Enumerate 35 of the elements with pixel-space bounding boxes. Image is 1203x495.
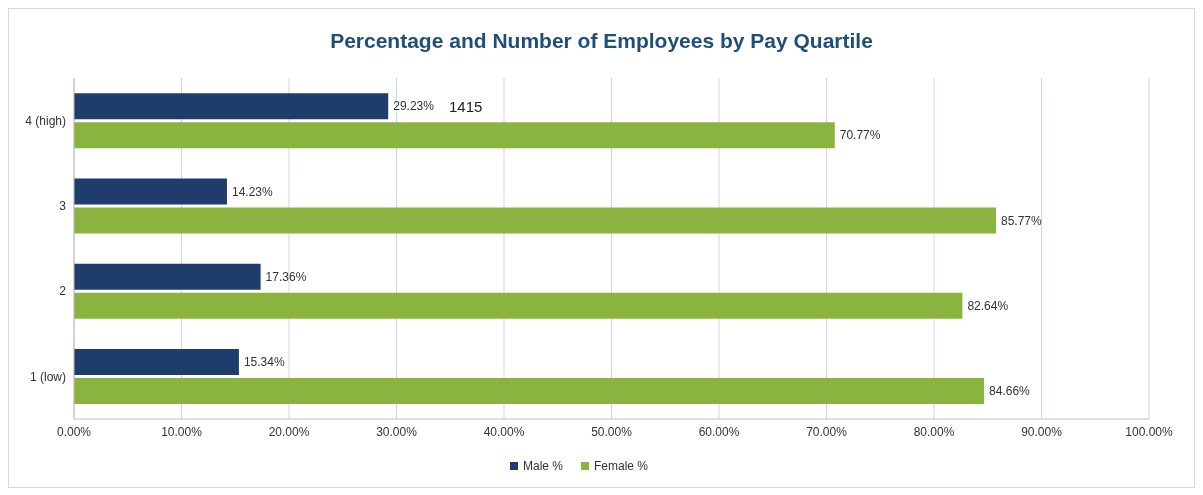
x-tick-label: 90.00% <box>1021 424 1063 439</box>
x-tick-label: 20.00% <box>268 424 310 439</box>
y-tick-label: 3 <box>59 199 67 214</box>
bar <box>74 292 963 319</box>
x-tick-label: 10.00% <box>161 424 203 439</box>
y-tick-label: 2 <box>59 284 67 299</box>
x-tick-label: 30.00% <box>376 424 418 439</box>
y-tick-label: 4 (high) <box>25 113 66 128</box>
bar <box>74 178 227 205</box>
bar <box>74 349 239 376</box>
legend-label: Male % <box>521 459 563 473</box>
x-tick-label: 60.00% <box>698 424 740 439</box>
data-label: 14.23% <box>231 184 273 199</box>
data-label: 84.66% <box>989 384 1031 399</box>
x-tick-label: 0.00% <box>56 424 92 439</box>
x-tick-label: 80.00% <box>913 424 955 439</box>
data-label: 29.23% <box>393 99 435 114</box>
data-label: 85.77% <box>1001 213 1043 228</box>
bar <box>74 122 835 149</box>
data-label: 70.77% <box>839 128 881 143</box>
legend-label: Female % <box>593 459 649 473</box>
data-label: 82.64% <box>967 298 1009 313</box>
y-tick-label: 1 (low) <box>29 369 66 384</box>
bar <box>74 93 389 120</box>
data-label: 17.36% <box>265 269 307 284</box>
data-label: 15.34% <box>243 355 285 370</box>
chart-title: Percentage and Number of Employees by Pay Quartile <box>329 29 874 53</box>
bar <box>74 263 261 290</box>
annotation: 1415 <box>449 97 483 115</box>
x-tick-label: 50.00% <box>591 424 633 439</box>
x-tick-label: 40.00% <box>483 424 525 439</box>
x-tick-label: 70.00% <box>806 424 848 439</box>
bar <box>74 378 985 405</box>
x-tick-label: 100.00% <box>1125 424 1174 439</box>
bar <box>74 207 997 234</box>
